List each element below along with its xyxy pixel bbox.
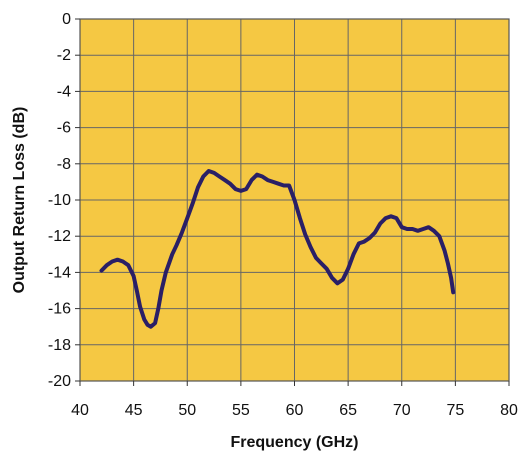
x-tick-label: 70 bbox=[393, 402, 411, 419]
y-tick-label: -14 bbox=[48, 264, 71, 281]
y-tick-label: -8 bbox=[57, 156, 71, 173]
y-tick-label: -20 bbox=[48, 373, 71, 390]
series-layer bbox=[99, 169, 456, 329]
x-tick-label: 60 bbox=[286, 402, 304, 419]
x-tick-label: 80 bbox=[500, 402, 518, 419]
x-tick-label: 65 bbox=[339, 402, 357, 419]
y-axis-ticks: 0 -2 -4 -6 -8 -10 -12 -14 -16 -18 -20 bbox=[48, 11, 80, 390]
y-tick-label: -18 bbox=[48, 337, 71, 354]
y-tick-label: -2 bbox=[57, 47, 71, 64]
x-axis-ticks: 40 45 50 55 60 65 70 75 80 bbox=[71, 381, 518, 419]
x-tick-label: 45 bbox=[125, 402, 143, 419]
series-line bbox=[99, 169, 456, 329]
x-tick-label: 75 bbox=[446, 402, 464, 419]
x-tick-label: 55 bbox=[232, 402, 250, 419]
y-tick-label: -12 bbox=[48, 228, 71, 245]
x-tick-label: 40 bbox=[71, 402, 89, 419]
y-tick-label: -10 bbox=[48, 192, 71, 209]
y-tick-label: -6 bbox=[57, 120, 71, 137]
y-axis-title: Output Return Loss (dB) bbox=[11, 107, 28, 294]
x-axis-title: Frequency (GHz) bbox=[230, 434, 358, 451]
y-tick-label: -16 bbox=[48, 301, 71, 318]
y-tick-label: 0 bbox=[62, 11, 71, 28]
x-tick-label: 50 bbox=[178, 402, 196, 419]
grid bbox=[80, 19, 509, 381]
y-tick-label: -4 bbox=[57, 83, 71, 100]
